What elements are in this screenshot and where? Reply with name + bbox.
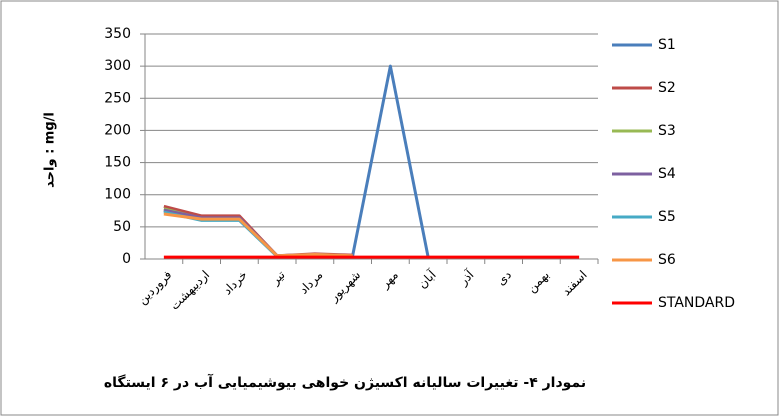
chart-title: نمودار ۴- تغییرات سالیانه اکسیژن خواهی ب… [104, 373, 586, 391]
legend-label: S1 [658, 37, 676, 53]
legend-label: S6 [658, 252, 676, 268]
y-tick-label: 250 [104, 90, 131, 106]
y-axis-label: واحد : mg/l [43, 112, 58, 188]
series-line [163, 212, 353, 258]
legend-label: S4 [658, 166, 676, 182]
y-tick-label: 200 [104, 122, 131, 138]
legend-label: S3 [658, 123, 676, 139]
y-tick-label: 150 [104, 155, 131, 171]
y-tick-label: 350 [104, 26, 131, 42]
legend-label: S5 [658, 209, 676, 225]
y-tick-label: 50 [113, 219, 131, 235]
legend-label: S2 [658, 80, 676, 96]
y-tick-label: 100 [104, 187, 131, 203]
y-tick-label: 300 [104, 58, 131, 74]
legend-label: STANDARD [658, 295, 735, 311]
y-tick-label: 0 [122, 251, 131, 267]
